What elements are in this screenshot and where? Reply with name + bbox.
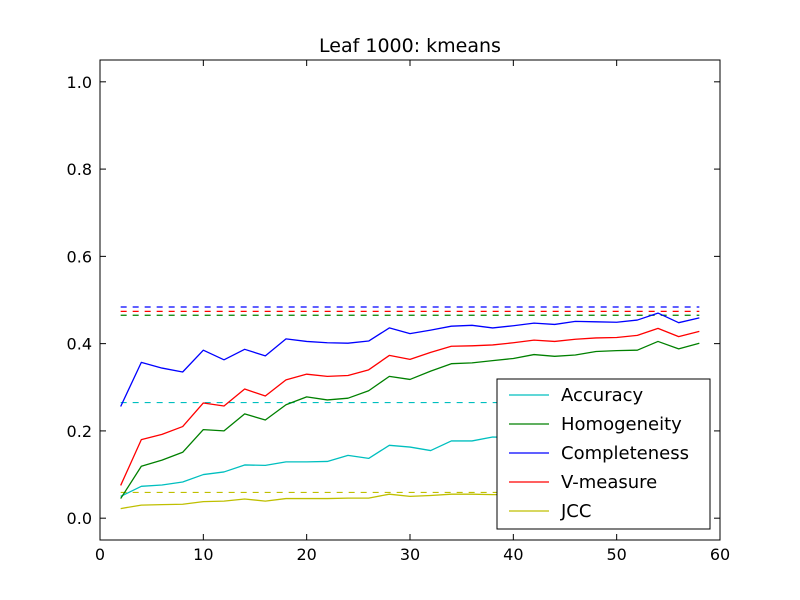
y-tick-label: 0.2 <box>67 422 92 441</box>
y-tick-label: 0.6 <box>67 247 92 266</box>
legend-label-completeness: Completeness <box>561 443 689 464</box>
y-tick-label: 0.0 <box>67 509 92 528</box>
legend-box <box>496 378 711 530</box>
series-line-v-measure <box>120 327 700 486</box>
plot-area: 0 10 20 30 40 50 60 0.0 0.2 0.4 0.6 0.8 1.0 <box>67 59 730 564</box>
x-tick-label: 20 <box>296 545 316 564</box>
y-tick-label: 0.4 <box>67 335 92 354</box>
legend-label-v-measure: V-measure <box>561 472 657 493</box>
legend-label-jcc: JCC <box>560 501 591 522</box>
legend: Accuracy Homogeneity Completeness V-measure… <box>496 378 711 530</box>
legend-label-homogeneity: Homogeneity <box>561 414 682 435</box>
chart-title: Leaf 1000: kmeans <box>319 35 501 57</box>
y-tick-label: 0.8 <box>67 160 92 179</box>
series-line-completeness <box>120 312 700 407</box>
series-line-homogeneity <box>120 340 700 499</box>
x-tick-label: 10 <box>193 545 213 564</box>
x-tick-label: 0 <box>95 545 105 564</box>
x-tick-label: 60 <box>710 545 730 564</box>
x-tick-label: 30 <box>400 545 420 564</box>
x-tick-label: 50 <box>606 545 626 564</box>
legend-label-accuracy: Accuracy <box>561 385 644 406</box>
x-tick-label: 40 <box>503 545 523 564</box>
y-tick-label: 1.0 <box>67 73 92 92</box>
